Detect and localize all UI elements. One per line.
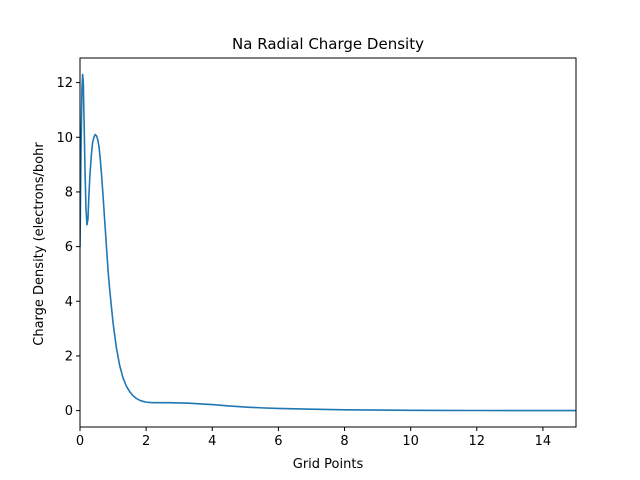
y-tick-label: 0 (65, 404, 73, 419)
axis-ticks: 0 2 4 6 8 10 12 14 0 2 4 6 8 10 12 (56, 76, 551, 449)
series-line-0 (80, 73, 576, 412)
x-tick-label: 8 (340, 434, 348, 449)
x-tick-label: 4 (208, 434, 216, 449)
plot-area (80, 73, 576, 412)
x-tick-label: 12 (469, 434, 486, 449)
y-tick-label: 12 (56, 76, 73, 91)
x-tick-label: 14 (535, 434, 552, 449)
y-axis-label: Charge Density (electrons/bohr (32, 142, 47, 346)
y-tick-label: 6 (65, 240, 73, 255)
y-tick-label: 8 (65, 185, 73, 200)
y-tick-label: 2 (65, 349, 73, 364)
x-tick-label: 0 (76, 434, 84, 449)
x-axis-label: Grid Points (293, 457, 364, 472)
y-tick-label: 10 (56, 131, 73, 146)
x-tick-label: 10 (402, 434, 419, 449)
plot-frame (79, 57, 577, 428)
chart-title: Na Radial Charge Density (232, 35, 424, 53)
x-tick-label: 6 (274, 434, 282, 449)
x-tick-label: 2 (142, 434, 150, 449)
y-tick-label: 4 (65, 295, 73, 310)
